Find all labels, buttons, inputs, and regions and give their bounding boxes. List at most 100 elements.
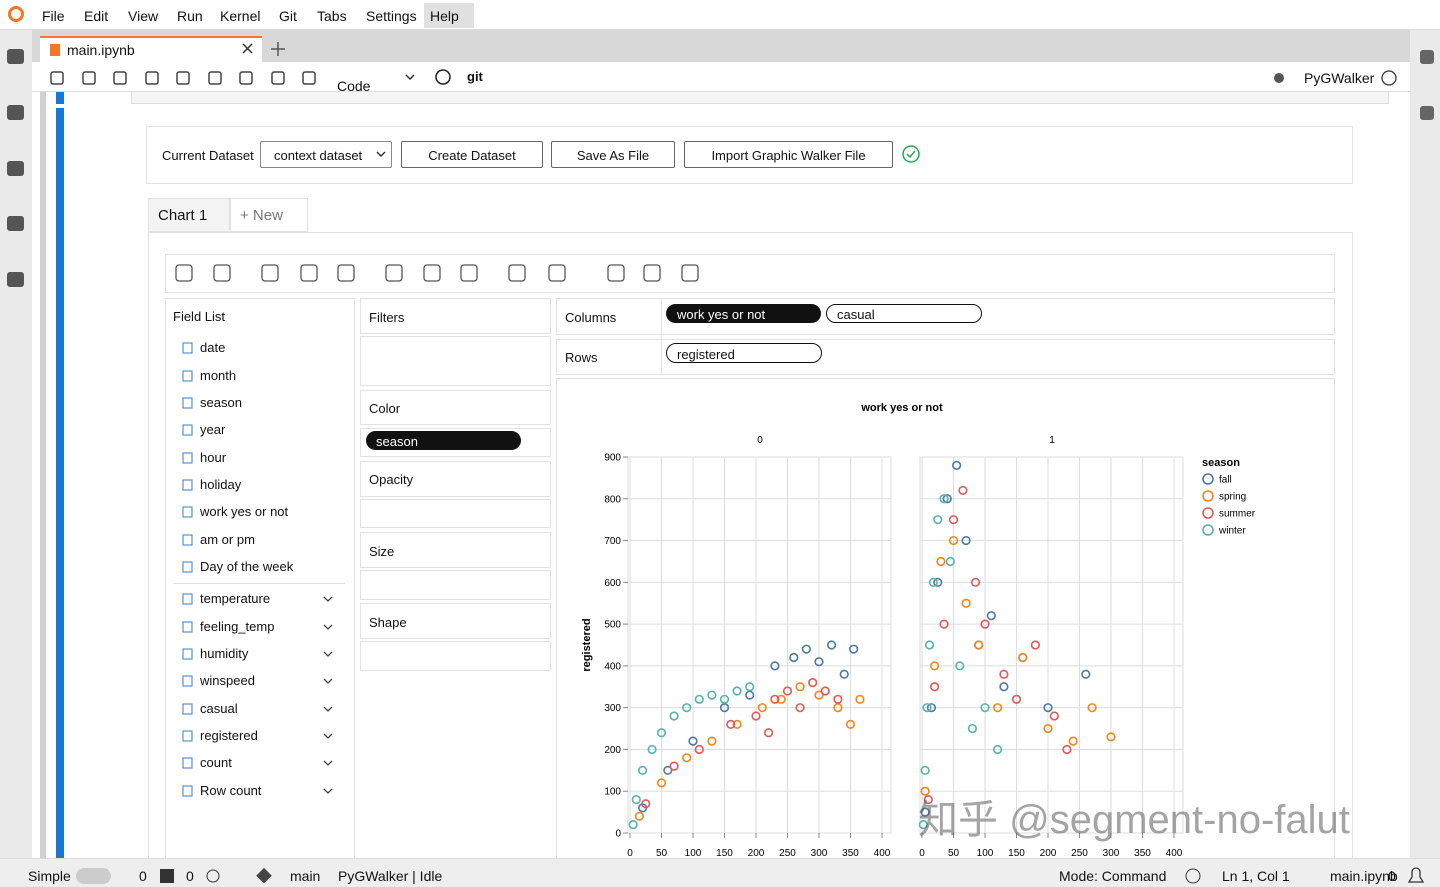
button[interactable] — [551, 141, 675, 168]
menu-item[interactable]: Help — [430, 8, 459, 24]
toggle[interactable] — [76, 868, 111, 884]
chart-panel — [556, 378, 1335, 863]
notebook-toolbar — [32, 62, 1410, 92]
code-cell — [131, 92, 1389, 104]
git-button[interactable]: git — [467, 69, 483, 84]
cell-type-select[interactable]: Code — [337, 78, 371, 94]
pill-label[interactable]: registered — [677, 347, 735, 362]
button-label[interactable]: Create Dataset — [428, 148, 516, 163]
field-pill[interactable] — [366, 431, 521, 450]
shelf-label: Rows — [565, 350, 598, 365]
encoding-box — [360, 532, 551, 568]
chart-tab-label[interactable]: + New — [240, 207, 283, 224]
encoding-label: Opacity — [369, 472, 414, 487]
dataset-value[interactable]: context dataset — [274, 148, 363, 163]
field-item[interactable]: winspeed — [200, 673, 255, 688]
pill-label[interactable]: work yes or not — [677, 307, 766, 322]
menu-item[interactable]: File — [42, 8, 65, 24]
field-item[interactable]: month — [200, 368, 237, 383]
field-item[interactable]: season — [200, 395, 242, 410]
encoding-box — [360, 298, 551, 334]
field-item[interactable]: registered — [200, 728, 258, 743]
dataset-label: Current Dataset — [162, 148, 254, 163]
encoding-label: Shape — [369, 615, 407, 630]
chart-tab-label[interactable]: Chart 1 — [158, 207, 208, 224]
dataset-select[interactable] — [260, 141, 392, 168]
encoding-box — [360, 603, 551, 639]
pill-label[interactable]: season — [376, 434, 418, 449]
encoding-label: Size — [369, 544, 395, 559]
field-item[interactable]: Row count — [200, 783, 262, 798]
panel-title: Field List — [173, 309, 226, 324]
active-cell-bar — [56, 108, 64, 858]
tab-title[interactable]: main.ipynb — [67, 42, 135, 58]
status-cursor: Ln 1, Col 1 — [1222, 868, 1290, 884]
encoding-box — [360, 390, 551, 425]
button[interactable] — [401, 141, 543, 168]
field-item[interactable]: am or pm — [200, 532, 255, 547]
shelf-label: Columns — [565, 310, 617, 325]
menu-item[interactable]: Git — [279, 8, 297, 24]
field-item[interactable]: work yes or not — [200, 504, 289, 519]
field-item[interactable]: feeling_temp — [200, 619, 275, 634]
status-branch: main — [290, 868, 321, 884]
status-notifications: 0 — [1388, 868, 1396, 884]
left-sidebar — [0, 30, 32, 860]
button[interactable] — [684, 141, 893, 168]
status-mode: Simple — [28, 868, 71, 884]
field-item[interactable]: casual — [200, 701, 238, 716]
field-item[interactable]: date — [200, 340, 226, 355]
menu-item[interactable]: Tabs — [317, 8, 347, 24]
encoding-label: Color — [369, 401, 401, 416]
watermark: 知乎 @segment-no-falut — [918, 798, 1350, 842]
rows-shelf — [556, 339, 1335, 375]
menu-item[interactable]: Kernel — [220, 8, 261, 24]
right-sidebar — [1410, 30, 1440, 860]
field-item[interactable]: count — [200, 755, 232, 770]
encoding-box — [360, 336, 551, 386]
menu-item[interactable]: Settings — [366, 8, 417, 24]
menu-item[interactable]: View — [128, 8, 159, 24]
field-pill[interactable] — [666, 343, 822, 363]
status-file: main.ipynb — [1330, 868, 1398, 884]
encoding-box — [360, 499, 551, 528]
button-label[interactable]: Import Graphic Walker File — [711, 148, 866, 163]
field-separator — [173, 583, 345, 584]
status-count: 0 — [186, 868, 194, 884]
columns-shelf — [556, 298, 1335, 335]
status-count: 0 — [139, 868, 147, 884]
chart-tab-new[interactable] — [230, 198, 308, 232]
encoding-box — [360, 570, 551, 600]
field-item[interactable]: temperature — [200, 591, 271, 606]
field-item[interactable]: hour — [200, 450, 227, 465]
encoding-label: Filters — [369, 310, 405, 325]
field-item[interactable]: year — [200, 422, 226, 437]
status-command-mode: Mode: Command — [1059, 868, 1167, 884]
menu-item[interactable]: Run — [177, 8, 203, 24]
prev-cell-bar — [56, 92, 64, 104]
walker-toolbar — [165, 254, 1335, 293]
notebook-tab[interactable] — [40, 36, 262, 64]
kernel-name[interactable]: PyGWalker — [1304, 70, 1375, 86]
menu-bar — [0, 0, 1440, 30]
encoding-box — [360, 641, 551, 671]
pill-label[interactable]: casual — [837, 307, 875, 322]
menu-item[interactable]: Edit — [84, 8, 109, 24]
field-list-panel — [165, 298, 355, 863]
app-logo[interactable] — [8, 6, 24, 22]
field-item[interactable]: Day of the week — [200, 559, 294, 574]
status-kernel: PyGWalker | Idle — [338, 868, 443, 884]
dataset-bar — [146, 126, 1353, 184]
chart-tab-active[interactable] — [148, 198, 230, 232]
field-item[interactable]: humidity — [200, 646, 249, 661]
encoding-box — [360, 461, 551, 497]
field-pill[interactable] — [826, 304, 982, 323]
scroll-gutter — [40, 92, 46, 858]
button-label[interactable]: Save As File — [576, 148, 650, 163]
menu-highlight — [424, 3, 474, 28]
shelf-divider — [661, 298, 662, 374]
encoding-box — [360, 428, 551, 457]
field-item[interactable]: holiday — [200, 477, 242, 492]
field-pill[interactable] — [666, 304, 821, 323]
